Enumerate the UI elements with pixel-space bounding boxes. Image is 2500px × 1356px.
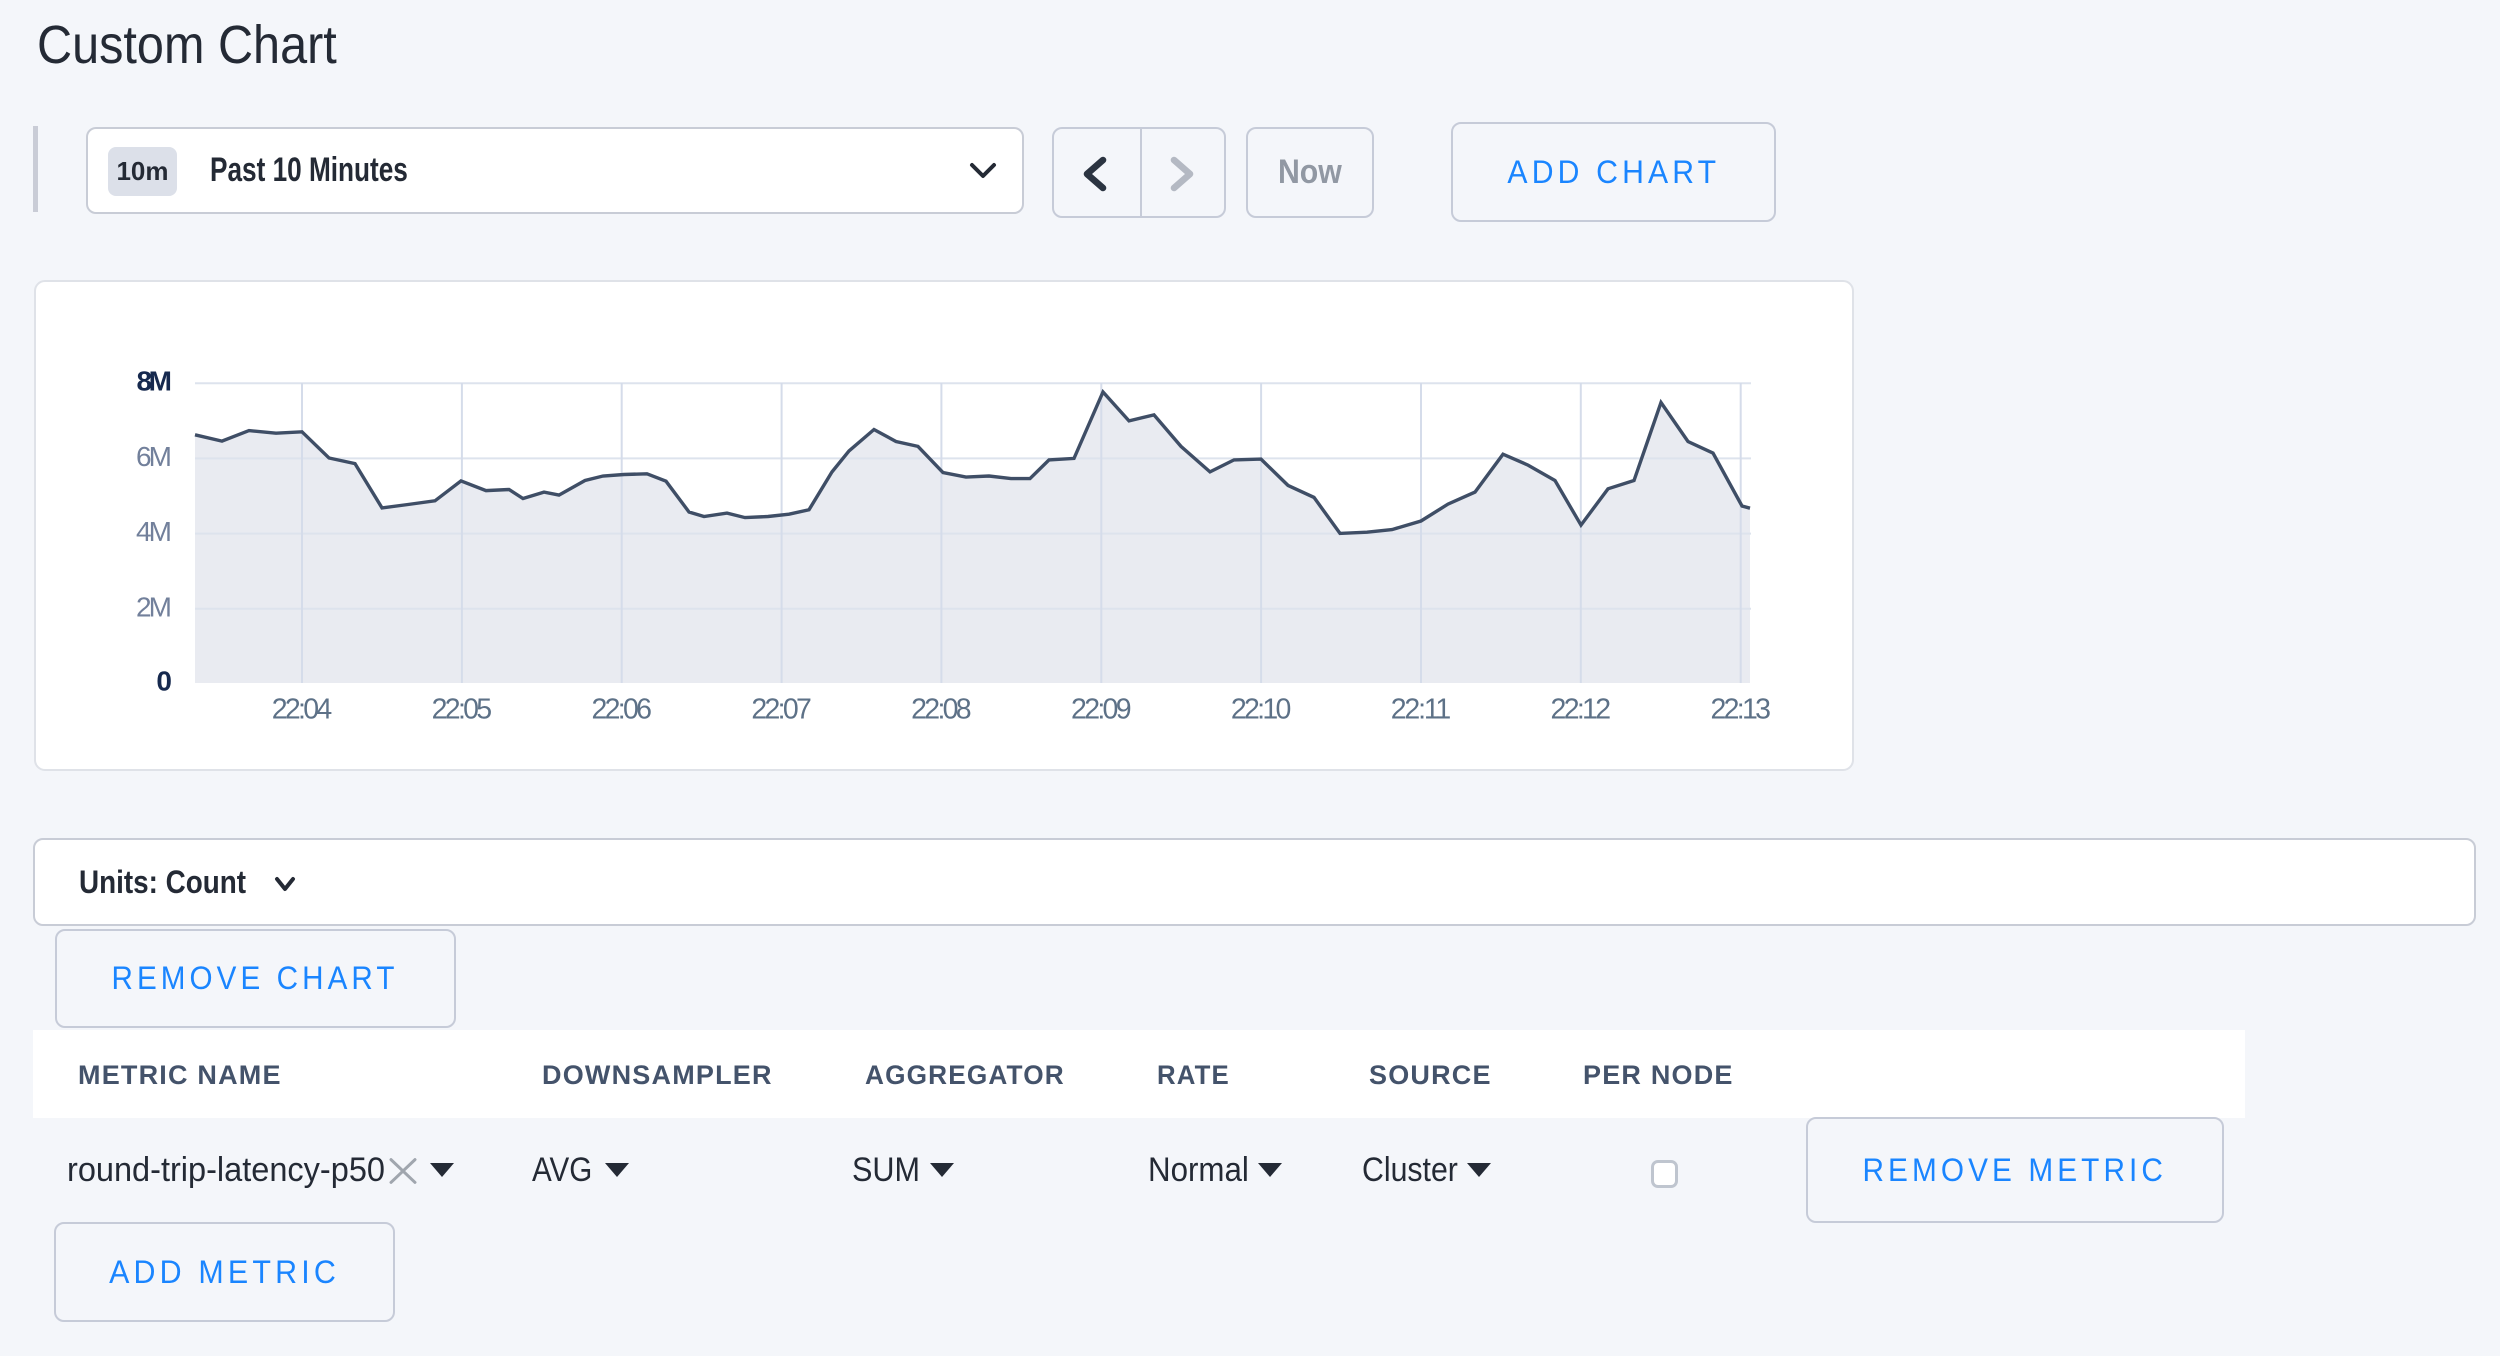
- svg-text:22:12: 22:12: [1551, 694, 1612, 726]
- svg-text:22:07: 22:07: [751, 694, 812, 726]
- svg-text:22:05: 22:05: [432, 694, 493, 726]
- svg-text:0: 0: [156, 666, 172, 697]
- svg-text:6M: 6M: [136, 441, 172, 472]
- svg-text:2M: 2M: [136, 592, 172, 623]
- svg-text:8M: 8M: [137, 366, 173, 397]
- svg-text:22:04: 22:04: [272, 694, 333, 726]
- svg-text:4M: 4M: [136, 516, 172, 547]
- svg-text:22:10: 22:10: [1231, 694, 1292, 726]
- svg-text:22:11: 22:11: [1391, 694, 1452, 726]
- svg-text:22:06: 22:06: [591, 694, 652, 726]
- svg-text:22:09: 22:09: [1071, 694, 1132, 726]
- svg-text:22:13: 22:13: [1710, 694, 1771, 726]
- svg-text:22:08: 22:08: [911, 694, 972, 726]
